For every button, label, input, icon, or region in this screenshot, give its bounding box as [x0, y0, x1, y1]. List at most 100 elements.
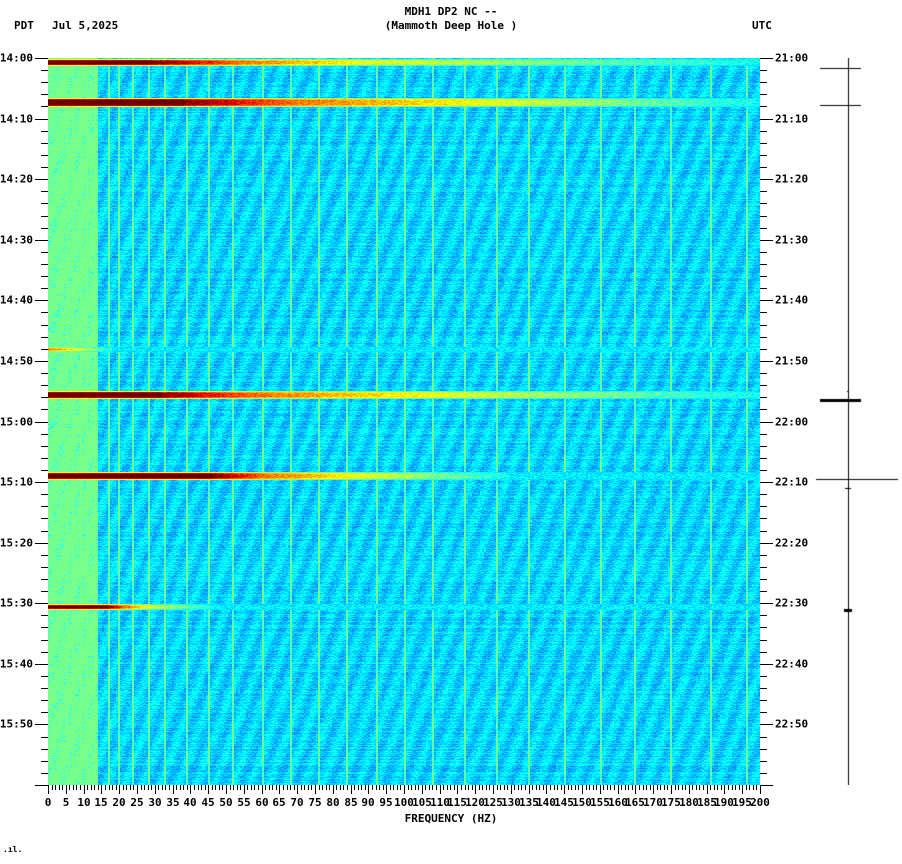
freq-tick-label: 155	[590, 796, 610, 809]
freq-tick-minor	[650, 785, 651, 790]
axis-tick-minor	[760, 276, 767, 277]
axis-tick-minor	[41, 155, 48, 156]
freq-tick-label: 185	[697, 796, 717, 809]
axis-tick-minor	[41, 325, 48, 326]
freq-tick-minor	[557, 785, 558, 790]
freq-tick-minor	[621, 785, 622, 790]
axis-tick-major	[760, 482, 773, 483]
freq-tick-minor	[187, 785, 188, 790]
freq-tick-minor	[593, 785, 594, 790]
freq-tick-minor	[465, 785, 466, 790]
axis-tick-minor	[760, 106, 767, 107]
axis-tick-minor	[41, 700, 48, 701]
spectrogram-plot[interactable]	[48, 58, 760, 785]
time-tick-label: 21:20	[775, 172, 809, 186]
freq-tick-label: 25	[130, 796, 144, 809]
freq-tick-minor	[486, 785, 487, 790]
axis-tick-minor	[41, 409, 48, 410]
axis-tick-major	[760, 240, 773, 241]
axis-tick-minor	[41, 627, 48, 628]
axis-tick-minor	[41, 252, 48, 253]
freq-tick-minor	[347, 785, 348, 790]
freq-tick-minor	[265, 785, 266, 790]
freq-tick-major	[618, 785, 619, 794]
time-tick-label: 21:10	[775, 112, 809, 126]
freq-tick-minor	[454, 785, 455, 790]
freq-tick-label: 95	[379, 796, 393, 809]
freq-tick-major	[315, 785, 316, 794]
axis-tick-minor	[41, 434, 48, 435]
station-title-line2: (Mammoth Deep Hole )	[384, 19, 518, 32]
axis-tick-minor	[41, 276, 48, 277]
freq-tick-label: 170	[643, 796, 663, 809]
freq-tick-major	[208, 785, 209, 794]
freq-tick-minor	[201, 785, 202, 790]
axis-tick-minor	[41, 337, 48, 338]
freq-tick-minor	[311, 785, 312, 790]
freq-tick-minor	[468, 785, 469, 790]
axis-tick-minor	[41, 397, 48, 398]
time-axis-utc: 21:00 21:10 21:20 21:30 21:40 21:50 22:00 22:10…	[760, 52, 820, 786]
freq-tick-minor	[514, 785, 515, 790]
freq-tick-label: 105	[412, 796, 432, 809]
freq-tick-minor	[148, 785, 149, 790]
freq-tick-minor	[183, 785, 184, 790]
trace-panel[interactable]	[800, 58, 900, 785]
freq-tick-minor	[176, 785, 177, 790]
axis-tick-major	[760, 422, 773, 423]
freq-tick-minor	[586, 785, 587, 790]
time-tick-label: 15:10	[0, 475, 33, 489]
axis-tick-major	[760, 785, 773, 786]
axis-tick-major	[35, 422, 48, 423]
axis-tick-minor	[41, 591, 48, 592]
axis-tick-minor	[760, 446, 767, 447]
freq-tick-minor	[714, 785, 715, 790]
freq-tick-minor	[109, 785, 110, 790]
freq-tick-label: 100	[394, 796, 414, 809]
axis-tick-minor	[760, 531, 767, 532]
freq-tick-label: 65	[272, 796, 286, 809]
axis-tick-major	[760, 179, 773, 180]
freq-tick-minor	[664, 785, 665, 790]
freq-tick-minor	[575, 785, 576, 790]
time-tick-label: 22:10	[775, 475, 809, 489]
axis-tick-major	[35, 482, 48, 483]
freq-tick-minor	[322, 785, 323, 790]
freq-tick-label: 160	[608, 796, 628, 809]
freq-tick-minor	[233, 785, 234, 790]
freq-tick-minor	[504, 785, 505, 790]
freq-tick-minor	[55, 785, 56, 790]
freq-tick-minor	[336, 785, 337, 790]
freq-tick-major	[351, 785, 352, 794]
freq-tick-minor	[521, 785, 522, 790]
freq-tick-major	[297, 785, 298, 794]
axis-tick-minor	[41, 652, 48, 653]
freq-tick-major	[244, 785, 245, 794]
freq-tick-minor	[699, 785, 700, 790]
freq-tick-major	[262, 785, 263, 794]
freq-tick-minor	[158, 785, 159, 790]
axis-tick-minor	[41, 94, 48, 95]
freq-tick-minor	[550, 785, 551, 790]
time-tick-label: 22:50	[775, 717, 809, 731]
time-tick-label: 15:20	[0, 536, 33, 550]
freq-tick-minor	[696, 785, 697, 790]
freq-tick-minor	[269, 785, 270, 790]
time-tick-label: 15:40	[0, 657, 33, 671]
axis-tick-major	[760, 664, 773, 665]
freq-tick-minor	[628, 785, 629, 790]
freq-tick-minor	[354, 785, 355, 790]
freq-tick-major	[689, 785, 690, 794]
axis-tick-minor	[760, 567, 767, 568]
freq-tick-major	[635, 785, 636, 794]
freq-tick-minor	[479, 785, 480, 790]
axis-tick-major	[760, 58, 773, 59]
freq-tick-minor	[497, 785, 498, 790]
freq-tick-minor	[276, 785, 277, 790]
axis-tick-minor	[760, 737, 767, 738]
axis-tick-minor	[41, 494, 48, 495]
axis-tick-minor	[760, 615, 767, 616]
freq-tick-minor	[151, 785, 152, 790]
freq-tick-minor	[69, 785, 70, 790]
freq-tick-minor	[133, 785, 134, 790]
